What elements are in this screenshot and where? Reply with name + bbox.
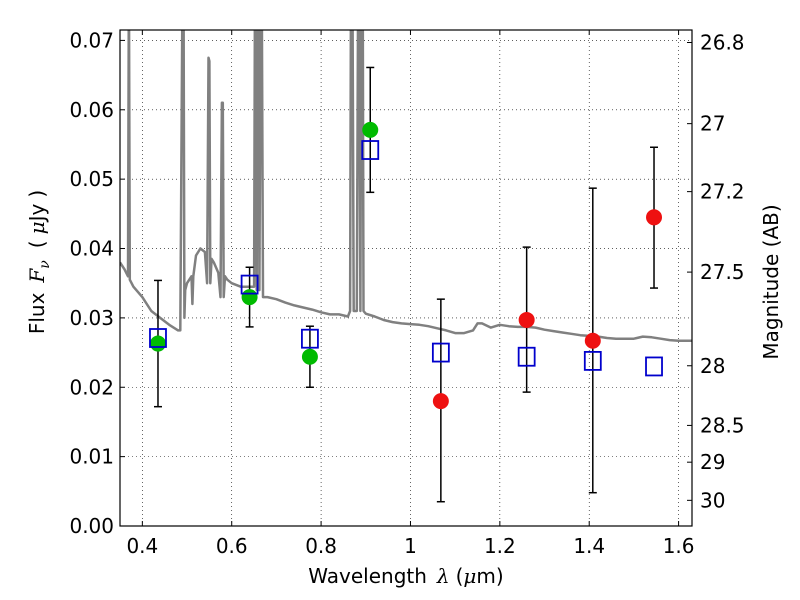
data-point-circle (149, 335, 166, 352)
y-tick-label: 0.05 (69, 167, 114, 191)
plot-frame (119, 29, 693, 527)
y2-axis-label: Magnitude (AB) (759, 204, 783, 359)
y-axis-label: FluxFν(μJy) (25, 190, 53, 334)
data-point-square (583, 350, 602, 371)
y-tick-label: 0.04 (69, 237, 114, 261)
data-point-circle (646, 209, 663, 226)
y2-tick-label: 27 (700, 112, 725, 136)
y2-tick-label: 30 (700, 488, 725, 512)
y2-tick-label: 27.5 (700, 260, 745, 284)
y2-tick-label: 28.5 (700, 413, 745, 437)
x-tick-label: 0.4 (126, 534, 158, 558)
data-point-circle (584, 332, 601, 349)
y-tick-label: 0.02 (69, 375, 114, 399)
axis-ticks (120, 30, 692, 527)
data-point-square (431, 342, 450, 363)
y-tick-label: 0.01 (69, 445, 114, 469)
data-point-circle (518, 311, 535, 328)
data-point-circle (301, 348, 318, 365)
data-point-square (301, 328, 319, 349)
plot-background (120, 30, 692, 526)
data-point-circle (432, 393, 449, 410)
x-tick-labels: 0.4 0.6 0.8 1 1.2 1.4 1.6 (126, 534, 694, 558)
x-axis-label: Wavelength λ (μm) (308, 564, 503, 588)
data-point-square (517, 346, 536, 367)
y2-tick-label: 29 (700, 450, 725, 474)
y-tick-label: 0.06 (69, 98, 114, 122)
data-point-square (149, 328, 167, 348)
x-tick-label: 1.6 (663, 534, 695, 558)
x-tick-label: 0.6 (216, 534, 248, 558)
y2-tick-label: 26.8 (700, 30, 745, 54)
y2-tick-label: 28 (700, 354, 725, 378)
y-tick-label: 0.03 (69, 306, 114, 330)
data-point-square (361, 140, 380, 160)
y2-tick-labels: 26.8 27 27.2 27.5 28 28.5 29 30 (700, 30, 745, 512)
x-tick-label: 1.4 (573, 534, 605, 558)
y-tick-label: 0.00 (69, 514, 114, 538)
data-point-square (240, 274, 259, 295)
y2-tick-label: 27.2 (700, 180, 745, 204)
data-point-circle (362, 121, 379, 138)
data-point-square (645, 356, 663, 377)
y-tick-labels: 0.00 0.01 0.02 0.03 0.04 0.05 0.06 0.07 (69, 28, 114, 538)
y-tick-label: 0.07 (69, 28, 114, 52)
data-markers (149, 121, 663, 410)
x-tick-label: 1 (404, 534, 417, 558)
data-point-circle (241, 289, 258, 306)
x-tick-label: 1.2 (484, 534, 516, 558)
x-tick-label: 0.8 (305, 534, 337, 558)
